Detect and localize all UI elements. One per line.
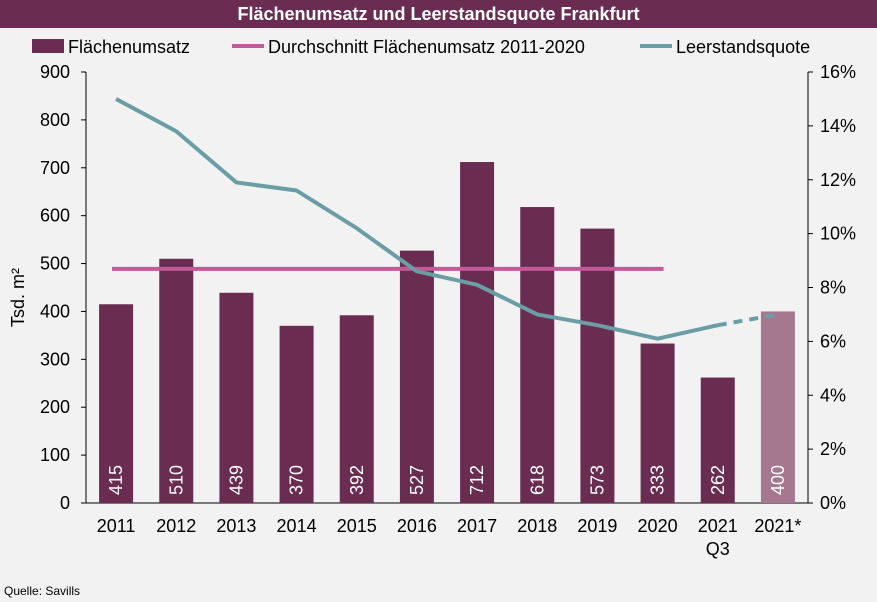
bar bbox=[399, 250, 434, 503]
bar bbox=[99, 304, 134, 503]
legend-label-bars: Flächenumsatz bbox=[68, 37, 190, 57]
y-tick-label: 800 bbox=[40, 110, 70, 130]
x-tick-label: 2021* bbox=[754, 516, 801, 536]
bar bbox=[760, 311, 795, 503]
bar bbox=[460, 162, 495, 503]
vacancy-line-forecast bbox=[717, 312, 779, 328]
y-tick-label: 400 bbox=[40, 301, 70, 321]
bar-value-label: 392 bbox=[347, 465, 367, 495]
y2-tick-label: 0% bbox=[820, 493, 846, 513]
bar-value-label: 618 bbox=[527, 465, 547, 495]
bar bbox=[580, 228, 615, 503]
y-tick-label: 300 bbox=[40, 349, 70, 369]
bar-value-label: 333 bbox=[648, 465, 668, 495]
x-tick-label: 2016 bbox=[397, 516, 437, 536]
y-tick-label: 200 bbox=[40, 397, 70, 417]
bar-value-label: 510 bbox=[166, 465, 186, 495]
x-tick-label: 2014 bbox=[277, 516, 317, 536]
bar bbox=[640, 343, 675, 503]
y2-tick-label: 10% bbox=[820, 224, 856, 244]
y-tick-label: 600 bbox=[40, 206, 70, 226]
source-note: Quelle: Savills bbox=[4, 584, 81, 598]
y2-tick-label: 2% bbox=[820, 439, 846, 459]
legend-label-average: Durchschnitt Flächenumsatz 2011-2020 bbox=[268, 37, 585, 57]
bar-value-label: 415 bbox=[106, 465, 126, 495]
y2-tick-label: 12% bbox=[820, 170, 856, 190]
y-tick-label: 500 bbox=[40, 254, 70, 274]
bar-value-label: 262 bbox=[708, 465, 728, 495]
y-tick-label: 900 bbox=[40, 62, 70, 82]
y2-tick-label: 4% bbox=[820, 385, 846, 405]
bar bbox=[339, 315, 374, 503]
x-tick-label: 2012 bbox=[156, 516, 196, 536]
x-tick-label: 2011 bbox=[97, 516, 136, 536]
y-axis-title: Tsd. m² bbox=[8, 268, 28, 327]
x-tick-label: 2020 bbox=[638, 516, 678, 536]
x-tick-label: 2018 bbox=[517, 516, 557, 536]
bar-value-label: 400 bbox=[768, 465, 788, 495]
bar-value-label: 370 bbox=[287, 465, 307, 495]
x-tick-label: 2015 bbox=[337, 516, 377, 536]
bar-value-label: 573 bbox=[587, 465, 607, 495]
x-tick-label: 2017 bbox=[457, 516, 497, 536]
y2-tick-label: 14% bbox=[820, 116, 856, 136]
y2-tick-label: 16% bbox=[820, 62, 856, 82]
y2-tick-label: 6% bbox=[820, 331, 846, 351]
y2-tick-label: 8% bbox=[820, 278, 846, 298]
bar-value-label: 712 bbox=[467, 465, 487, 495]
bar bbox=[159, 258, 194, 503]
legend-label-vacancy: Leerstandsquote bbox=[676, 37, 810, 57]
legend-swatch-bars bbox=[32, 39, 64, 53]
y-tick-label: 100 bbox=[40, 445, 70, 465]
bar-value-label: 439 bbox=[226, 465, 246, 495]
y-tick-label: 700 bbox=[40, 158, 70, 178]
bar bbox=[520, 207, 555, 503]
bar-value-label: 527 bbox=[407, 465, 427, 495]
bar bbox=[700, 377, 735, 503]
y-tick-label: 0 bbox=[60, 493, 70, 513]
x-tick-label: 2019 bbox=[577, 516, 617, 536]
chart-title: Flächenumsatz und Leerstandsquote Frankf… bbox=[0, 0, 877, 28]
x-tick-label: 2021 bbox=[698, 516, 738, 536]
bar bbox=[219, 292, 254, 503]
x-tick-label-line2: Q3 bbox=[706, 539, 730, 559]
x-tick-label: 2013 bbox=[216, 516, 256, 536]
bar bbox=[279, 325, 314, 503]
